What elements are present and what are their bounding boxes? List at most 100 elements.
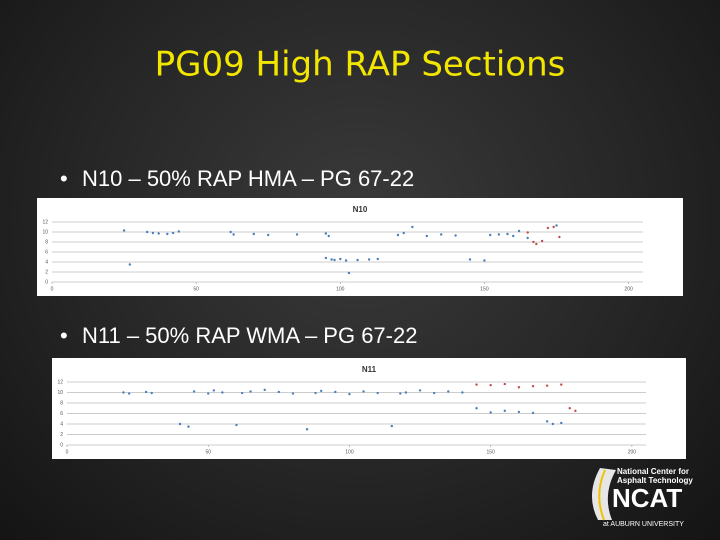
point xyxy=(267,233,270,237)
point xyxy=(177,230,181,233)
point xyxy=(263,388,266,392)
bullet-marker: • xyxy=(60,323,68,348)
point xyxy=(552,225,555,229)
point xyxy=(551,422,554,426)
point xyxy=(277,390,281,394)
point xyxy=(319,389,323,393)
point xyxy=(531,385,535,388)
point xyxy=(330,258,333,261)
point xyxy=(399,392,402,395)
point xyxy=(560,421,563,425)
logo: National Center for Asphalt Technology N… xyxy=(591,467,693,528)
point xyxy=(207,392,210,395)
point xyxy=(229,230,232,234)
point xyxy=(475,407,478,410)
y-tick-label: 10 xyxy=(57,390,63,396)
x-tick-label: 200 xyxy=(624,286,633,292)
point xyxy=(339,257,342,261)
y-tick-label: 2 xyxy=(45,269,48,275)
point xyxy=(145,230,149,234)
point xyxy=(376,391,379,395)
x-tick-label: 200 xyxy=(628,449,637,455)
point xyxy=(454,234,457,237)
point xyxy=(555,224,558,227)
point xyxy=(402,231,405,235)
point xyxy=(348,392,351,396)
x-tick-label: 150 xyxy=(480,286,489,292)
point xyxy=(376,257,379,261)
point xyxy=(347,271,351,275)
y-tick-label: 8 xyxy=(45,239,48,245)
point xyxy=(122,229,126,232)
x-tick-label: 0 xyxy=(66,449,69,455)
point xyxy=(295,233,299,236)
point xyxy=(249,390,252,393)
x-tick-label: 150 xyxy=(486,449,495,455)
point xyxy=(235,423,238,427)
point xyxy=(512,234,515,238)
point xyxy=(396,233,400,237)
point xyxy=(489,383,492,387)
point xyxy=(540,239,544,243)
y-tick-label: 0 xyxy=(60,442,63,448)
y-tick-label: 2 xyxy=(60,432,63,438)
point xyxy=(166,232,169,236)
point xyxy=(447,390,450,393)
point xyxy=(240,391,244,395)
point xyxy=(526,236,529,240)
logo-road xyxy=(591,468,616,520)
logo-line xyxy=(598,469,606,521)
point xyxy=(151,231,155,235)
point xyxy=(327,234,330,238)
point xyxy=(574,409,577,413)
logo-text: Asphalt Technology xyxy=(617,476,693,485)
point xyxy=(122,391,125,394)
point xyxy=(362,390,365,393)
chart: N11 0 2 4 6 8 10 12 0 50 100 150 200 xyxy=(52,358,686,459)
x-tick-label: 50 xyxy=(205,449,211,455)
point xyxy=(526,231,529,234)
point xyxy=(128,263,132,266)
y-tick-label: 4 xyxy=(45,259,48,265)
y-tick-label: 8 xyxy=(60,400,63,406)
x-tick-label: 0 xyxy=(51,286,54,292)
chart-background xyxy=(37,198,683,296)
point xyxy=(545,384,549,387)
point xyxy=(367,258,371,261)
y-tick-label: 12 xyxy=(57,379,63,385)
bullet: N10 – 50% RAP HMA – PG 67-22 xyxy=(82,166,414,191)
point xyxy=(305,428,309,431)
point xyxy=(546,226,550,230)
point xyxy=(344,259,348,262)
chart-background xyxy=(52,358,686,459)
y-tick-label: 6 xyxy=(45,249,48,255)
point xyxy=(333,258,336,262)
x-tick-label: 100 xyxy=(345,449,354,455)
chart-title: N10 xyxy=(353,205,368,214)
point xyxy=(334,390,337,394)
bullet: N11 – 50% RAP WMA – PG 67-22 xyxy=(82,323,417,348)
point xyxy=(489,233,492,237)
point xyxy=(127,392,131,395)
point xyxy=(497,233,501,236)
point xyxy=(314,391,317,395)
x-tick-label: 100 xyxy=(336,286,345,292)
point xyxy=(324,256,328,260)
point xyxy=(461,391,464,394)
bullet-marker: • xyxy=(60,166,68,191)
slide-title: PG09 High RAP Sections xyxy=(155,45,566,85)
point xyxy=(517,410,521,414)
y-tick-label: 6 xyxy=(60,411,63,417)
point xyxy=(517,386,521,389)
point xyxy=(324,232,328,235)
point xyxy=(144,390,148,394)
point xyxy=(489,411,492,414)
point xyxy=(517,229,521,233)
x-tick-label: 50 xyxy=(193,286,199,292)
point xyxy=(221,391,224,394)
chart: N10 0 2 4 6 8 10 12 0 50 100 150 200 xyxy=(37,198,683,296)
point xyxy=(503,382,506,386)
point xyxy=(545,420,549,423)
